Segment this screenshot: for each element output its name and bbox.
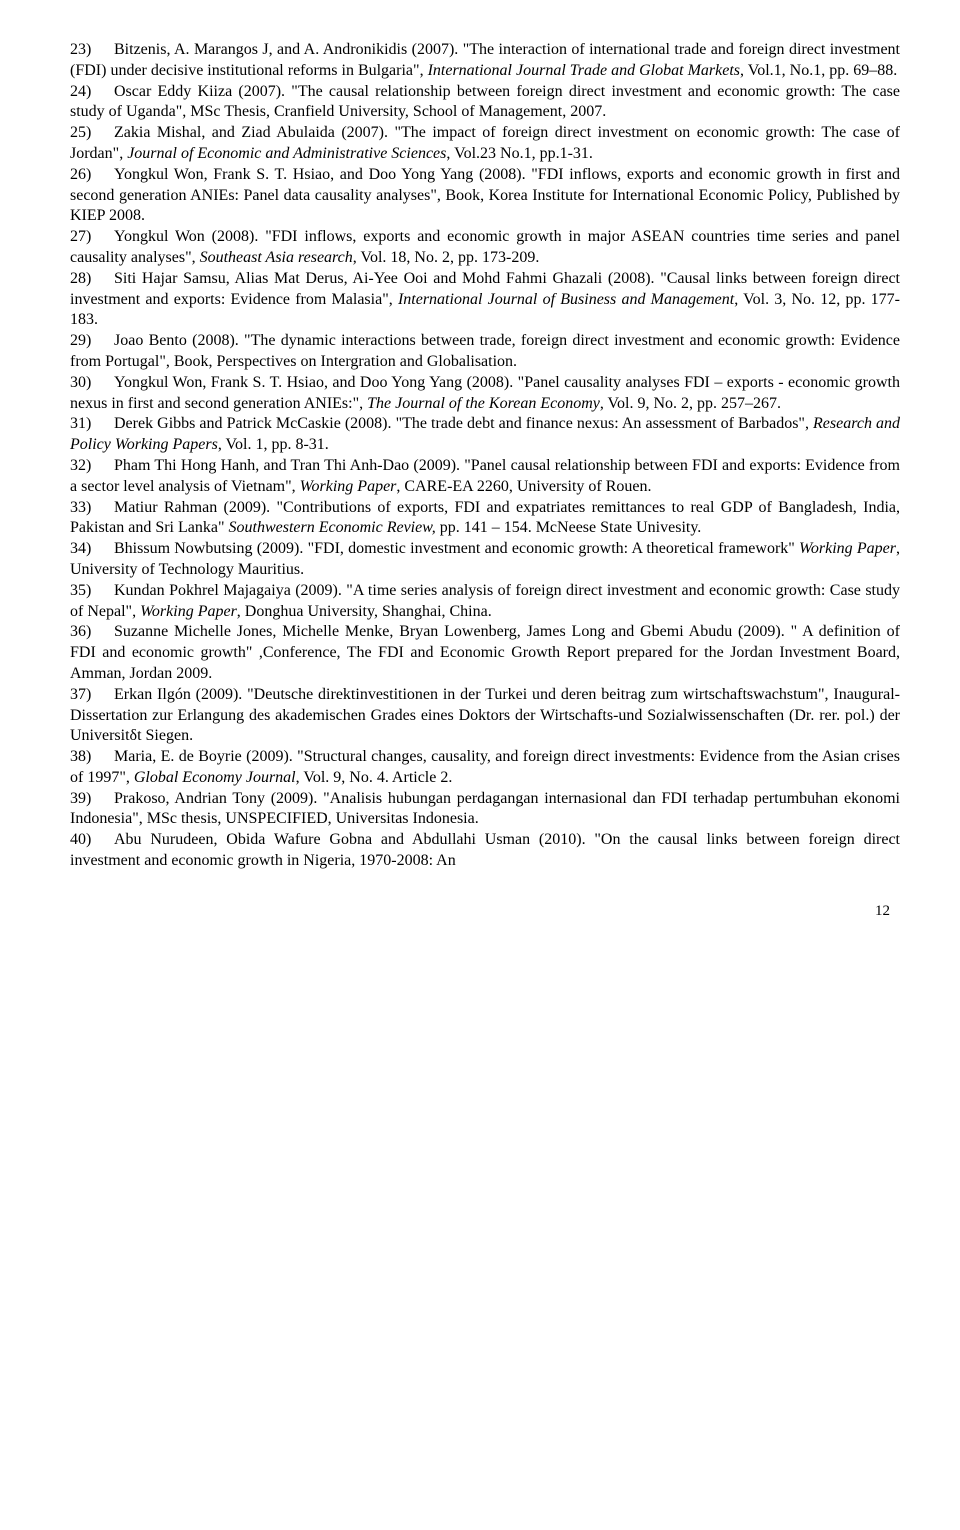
reference-text: , Vol. 18, No. 2, pp. 173-209. [353,249,540,266]
reference-entry: 30)Yongkul Won, Frank S. T. Hsiao, and D… [70,373,900,415]
reference-text: , Donghua University, Shanghai, China. [237,603,492,620]
reference-italic-text: International Journal of Business and Ma… [398,291,734,308]
reference-entry: 25)Zakia Mishal, and Ziad Abulaida (2007… [70,123,900,165]
reference-text: pp. 141 – 154. McNeese State Univesity. [436,519,702,536]
reference-italic-text: Journal of Economic and Administrative S… [127,145,446,162]
reference-text: Suzanne Michelle Jones, Michelle Menke, … [70,623,900,682]
reference-entry: 29)Joao Bento (2008). "The dynamic inter… [70,331,900,373]
reference-text: , Vol. 1, pp. 8-31. [218,436,329,453]
reference-text: Derek Gibbs and Patrick McCaskie (2008).… [114,415,813,432]
reference-italic-text: Working Paper [300,478,397,495]
reference-entry: 28)Siti Hajar Samsu, Alias Mat Derus, Ai… [70,269,900,331]
reference-entry: 37)Erkan Ilgón (2009). "Deutsche direkti… [70,685,900,747]
reference-text: Prakoso, Andrian Tony (2009). "Analisis … [70,790,900,828]
reference-entry: 32)Pham Thi Hong Hanh, and Tran Thi Anh-… [70,456,900,498]
reference-number: 27) [70,227,114,248]
reference-entry: 36)Suzanne Michelle Jones, Michelle Menk… [70,622,900,684]
reference-italic-text: Global Economy Journal [134,769,296,786]
reference-number: 33) [70,498,114,519]
reference-number: 25) [70,123,114,144]
reference-entry: 23)Bitzenis, A. Marangos J, and A. Andro… [70,40,900,82]
reference-entry: 27)Yongkul Won (2008). "FDI inflows, exp… [70,227,900,269]
reference-italic-text: Southwestern Economic Review, [229,519,436,536]
page-number: 12 [70,902,900,922]
reference-number: 24) [70,82,114,103]
reference-number: 28) [70,269,114,290]
reference-text: Yongkul Won, Frank S. T. Hsiao, and Doo … [70,166,900,225]
reference-text: Oscar Eddy Kiiza (2007). "The causal rel… [70,83,900,121]
reference-entry: 24)Oscar Eddy Kiiza (2007). "The causal … [70,82,900,124]
reference-number: 35) [70,581,114,602]
reference-entry: 35)Kundan Pokhrel Majagaiya (2009). "A t… [70,581,900,623]
reference-number: 31) [70,414,114,435]
reference-entry: 34)Bhissum Nowbutsing (2009). "FDI, dome… [70,539,900,581]
reference-text: , Vol. 9, No. 2, pp. 257–267. [600,395,781,412]
reference-number: 23) [70,40,114,61]
reference-entry: 33)Matiur Rahman (2009). "Contributions … [70,498,900,540]
reference-number: 37) [70,685,114,706]
reference-number: 39) [70,789,114,810]
reference-text: Abu Nurudeen, Obida Wafure Gobna and Abd… [70,831,900,869]
reference-number: 30) [70,373,114,394]
reference-number: 34) [70,539,114,560]
reference-text: , CARE-EA 2260, University of Rouen. [396,478,651,495]
reference-italic-text: International Journal Trade and Globat M… [428,62,740,79]
reference-entry: 31)Derek Gibbs and Patrick McCaskie (200… [70,414,900,456]
reference-entry: 38)Maria, E. de Boyrie (2009). "Structur… [70,747,900,789]
reference-number: 26) [70,165,114,186]
reference-number: 38) [70,747,114,768]
reference-text: Erkan Ilgón (2009). "Deutsche direktinve… [70,686,900,745]
reference-italic-text: Working Paper [140,603,237,620]
reference-text: , Vol.1, No.1, pp. 69–88. [740,62,897,79]
reference-text: Bhissum Nowbutsing (2009). "FDI, domesti… [114,540,799,557]
reference-italic-text: Southeast Asia research [200,249,353,266]
references-list: 23)Bitzenis, A. Marangos J, and A. Andro… [70,40,900,872]
reference-italic-text: Working Paper [799,540,896,557]
reference-italic-text: The Journal of the Korean Economy [367,395,600,412]
reference-number: 40) [70,830,114,851]
reference-number: 32) [70,456,114,477]
reference-number: 29) [70,331,114,352]
reference-entry: 26)Yongkul Won, Frank S. T. Hsiao, and D… [70,165,900,227]
reference-text: Joao Bento (2008). "The dynamic interact… [70,332,900,370]
reference-entry: 39)Prakoso, Andrian Tony (2009). "Analis… [70,789,900,831]
reference-entry: 40)Abu Nurudeen, Obida Wafure Gobna and … [70,830,900,872]
reference-text: , Vol.23 No.1, pp.1-31. [446,145,593,162]
reference-number: 36) [70,622,114,643]
reference-text: , Vol. 9, No. 4. Article 2. [296,769,453,786]
